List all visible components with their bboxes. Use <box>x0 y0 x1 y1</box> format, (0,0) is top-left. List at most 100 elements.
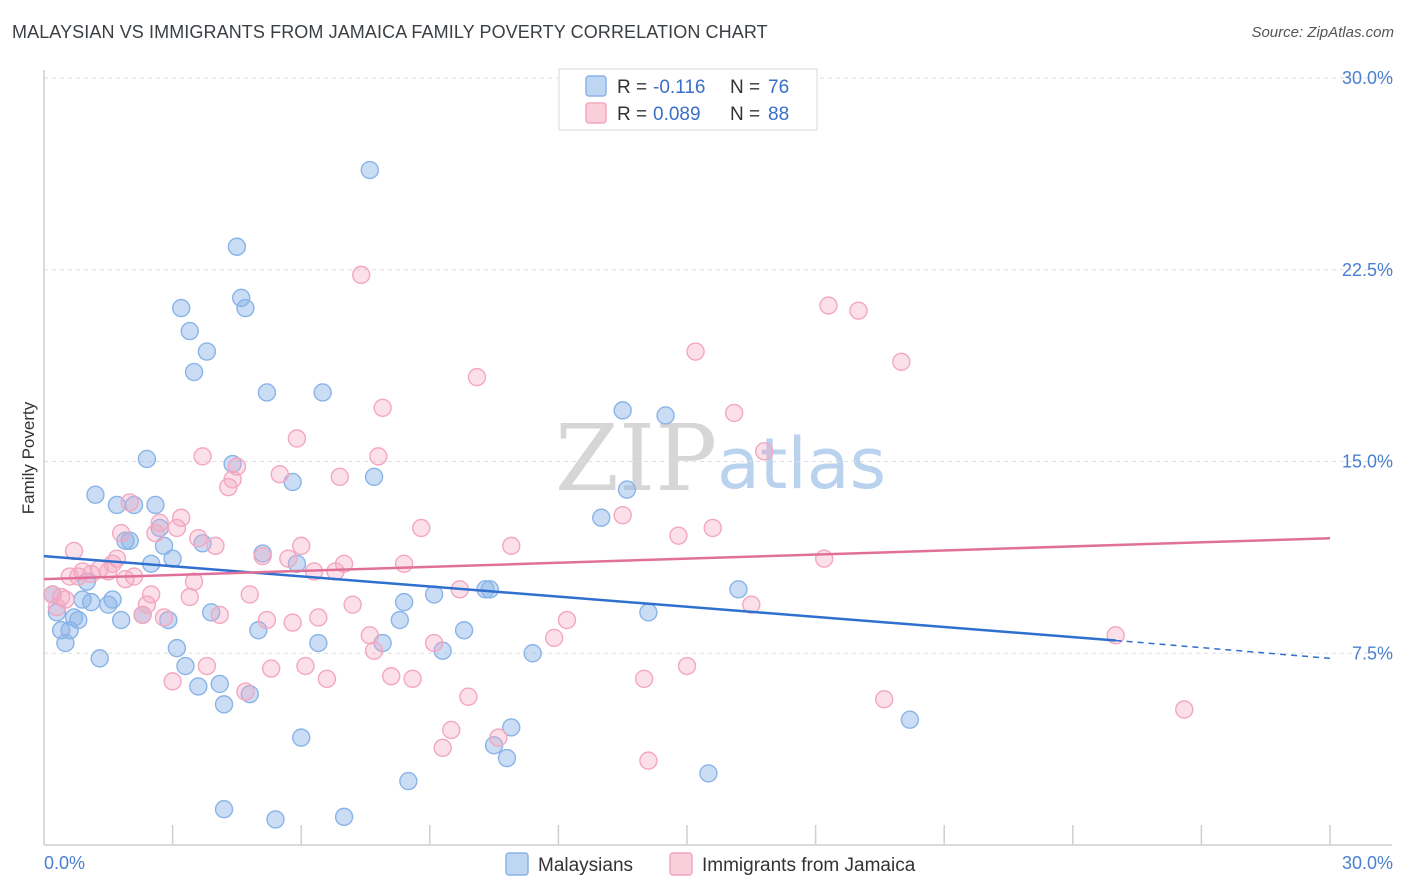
bottom-legend-label-malaysians: Malaysians <box>538 855 633 876</box>
jamaica-point <box>382 667 401 686</box>
jamaica-point <box>369 447 388 466</box>
malaysian-point <box>180 321 199 341</box>
jamaica-point <box>467 367 487 387</box>
jamaica-point <box>1175 700 1194 719</box>
legend-r-value-1: -0.116 <box>653 77 705 98</box>
malaysian-point <box>189 677 208 696</box>
legend-r-value-2: 0.089 <box>653 104 701 125</box>
jamaica-point <box>279 549 298 568</box>
jamaica-point <box>364 641 384 660</box>
jamaica-point <box>557 610 577 630</box>
malaysian-point <box>334 807 354 827</box>
jamaica-point <box>240 585 259 604</box>
jamaica-point <box>686 342 705 361</box>
jamaica-point <box>669 526 688 545</box>
malaysian-point <box>227 237 247 256</box>
malaysian-point <box>454 621 474 640</box>
jamaica-point <box>292 536 311 556</box>
jamaica-trend-line <box>43 536 1331 581</box>
malaysian-point <box>364 467 384 487</box>
malaysian-point <box>81 592 101 612</box>
jamaica-point <box>163 672 182 691</box>
malaysian-point <box>592 508 611 527</box>
jamaica-point <box>189 529 208 548</box>
jamaica-point <box>373 398 392 418</box>
jamaica-point <box>334 554 354 573</box>
malaysian-point <box>171 298 191 318</box>
malaysian-point <box>90 649 109 668</box>
y-tick-label: 15.0% <box>1342 452 1393 472</box>
jamaica-point <box>360 626 379 645</box>
legend-n-label-2: N = <box>730 104 760 125</box>
malaysian-point <box>360 160 379 180</box>
malaysian-point <box>502 718 521 737</box>
malaysian-point <box>257 383 277 402</box>
jamaica-point <box>613 505 632 525</box>
jamaica-point <box>849 301 868 320</box>
jamaica-point <box>236 682 255 701</box>
malaysian-point <box>69 610 88 630</box>
malaysian-point <box>313 383 332 402</box>
jamaica-point <box>489 728 508 747</box>
jamaica-point <box>287 429 307 448</box>
jamaica-point <box>150 513 169 533</box>
jamaica-point <box>197 656 217 676</box>
jamaica-point <box>180 587 199 607</box>
jamaica-point <box>343 595 362 614</box>
jamaica-point <box>459 687 478 706</box>
jamaica-point <box>412 518 431 538</box>
jamaica-point <box>874 690 894 709</box>
jamaica-point <box>639 751 658 770</box>
y-axis-label: Family Poverty <box>19 401 38 514</box>
x-ticks <box>171 825 1331 845</box>
jamaica-point <box>167 518 187 538</box>
source-label: Source: ZipAtlas.com <box>1251 24 1394 41</box>
jamaica-point <box>352 265 371 285</box>
watermark-zip: ZIP <box>555 405 717 512</box>
malaysian-point <box>167 638 187 658</box>
malaysian-point <box>292 728 311 747</box>
jamaica-point <box>442 720 461 740</box>
jamaica-point <box>120 493 139 512</box>
legend-r-label-2: R = <box>617 104 647 125</box>
malaysian-point <box>176 656 195 676</box>
malaysian-point <box>197 342 217 361</box>
jamaica-point <box>724 403 744 423</box>
jamaica-point <box>754 442 774 461</box>
jamaica-point <box>742 595 761 614</box>
malaysian-point <box>103 590 122 609</box>
jamaica-point <box>141 585 161 604</box>
jamaica-point <box>296 656 315 676</box>
malaysian-point <box>214 800 234 819</box>
y-tick-label: 30.0% <box>1342 68 1393 88</box>
jamaica-point <box>206 536 225 556</box>
bottom-legend-label-jamaica: Immigrants from Jamaica <box>702 855 916 876</box>
jamaica-point <box>330 467 349 487</box>
malaysian-point <box>613 401 632 420</box>
bottom-legend-swatch-jamaica <box>669 852 693 876</box>
jamaica-point <box>703 518 722 538</box>
legend-n-value-1: 76 <box>768 77 789 98</box>
jamaica-point <box>253 546 272 566</box>
malaysian-point <box>480 580 500 599</box>
malaysian-point <box>184 362 204 382</box>
jamaica-point <box>819 296 838 315</box>
malaysian-point <box>309 633 328 653</box>
jamaica-point <box>502 536 521 556</box>
jamaica-point <box>814 549 834 568</box>
chart-title: MALAYSIAN VS IMMIGRANTS FROM JAMAICA FAM… <box>12 22 768 42</box>
malaysian-point <box>111 610 131 630</box>
malaysian-point <box>729 580 748 599</box>
legend-n-value-2: 88 <box>768 104 789 125</box>
y-tick-labels: 7.5% 15.0% 22.5% 30.0% <box>1342 68 1393 663</box>
malaysian-point <box>394 592 414 612</box>
series-jamaica-points <box>43 265 1194 770</box>
jamaica-point <box>270 465 289 484</box>
jamaica-point <box>309 608 328 627</box>
malaysian-point <box>236 298 255 318</box>
jamaica-point <box>424 633 444 653</box>
x-tick-label-right: 30.0% <box>1342 853 1393 873</box>
malaysian-point <box>656 406 675 425</box>
jamaica-point <box>403 669 422 689</box>
